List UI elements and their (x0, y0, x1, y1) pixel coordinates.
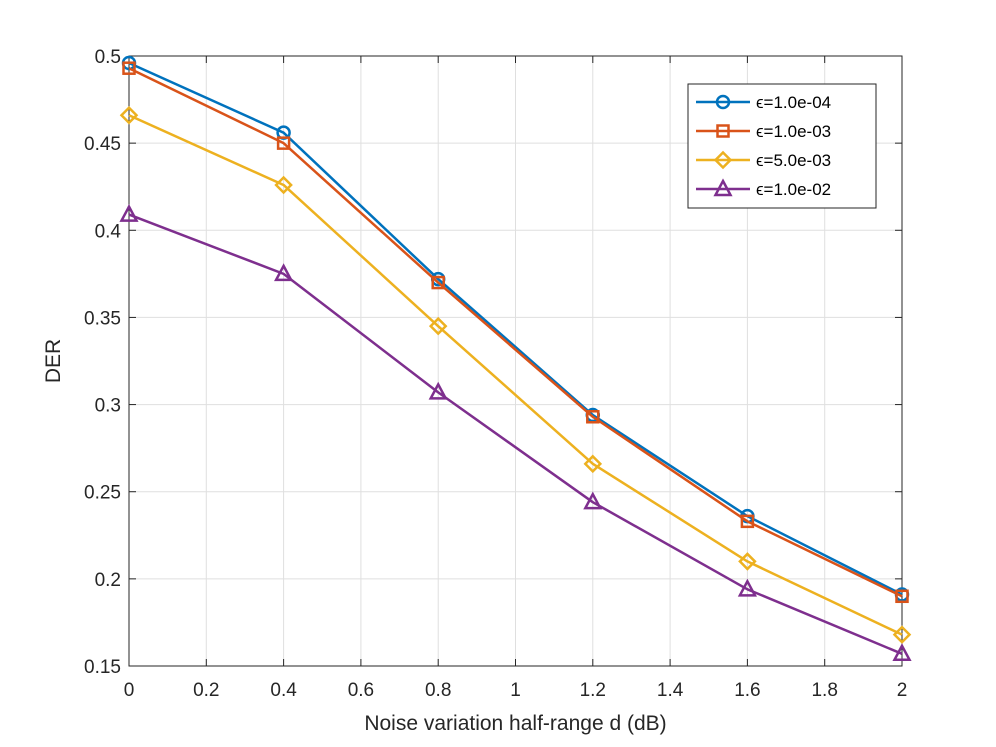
data-point-diamond (583, 454, 603, 474)
legend-marker-diamond (713, 150, 733, 170)
legend-item: ϵ=1.0e-03 (696, 122, 831, 141)
data-point-square (276, 136, 291, 150)
data-point-triangle (119, 203, 139, 222)
data-point-square (122, 61, 136, 75)
data-point-triangle (428, 381, 448, 400)
y-tick-labels: 0.15 0.2 0.25 0.3 0.35 0.4 0.45 0.5 (84, 47, 121, 678)
y-tick-label: 0.3 (95, 396, 121, 417)
series-layer (119, 55, 912, 662)
series-line (128, 213, 903, 655)
data-point-square (895, 589, 909, 604)
data-point-triangle (583, 491, 603, 510)
data-point-diamond (274, 175, 293, 195)
x-tick-labels: 0 0.2 0.4 0.6 0.8 1 1.2 1.4 1.6 1.8 2 (124, 680, 908, 701)
data-point-triangle (274, 263, 294, 282)
legend-item: ϵ=1.0e-02 (696, 178, 831, 199)
data-point-square (431, 275, 445, 290)
x-tick-label: 2 (897, 680, 908, 701)
data-point-square (740, 514, 755, 529)
data-point-diamond (119, 105, 139, 125)
legend-marker-square (716, 124, 730, 138)
x-axis-label: Noise variation half-range d (dB) (364, 712, 666, 735)
x-tick-label: 0.4 (270, 680, 297, 701)
legend: ϵ=1.0e-04 ϵ=1.0e-03 ϵ=5.0e-03 ϵ=1.0e-02 (687, 83, 877, 209)
y-tick-label: 0.2 (95, 570, 121, 591)
series-diamond (119, 105, 912, 644)
series-line (128, 114, 903, 636)
y-tick-label: 0.25 (84, 483, 121, 504)
x-tick-label: 1.2 (580, 680, 606, 701)
legend-label: ϵ=1.0e-04 (756, 93, 831, 112)
data-point-diamond (428, 316, 448, 336)
data-point-square (586, 410, 600, 424)
ticks (128, 55, 903, 667)
series-line (128, 61, 903, 596)
legend-item: ϵ=5.0e-03 (696, 150, 831, 170)
series-line (128, 67, 903, 598)
x-tick-label: 1.4 (657, 680, 684, 701)
x-tick-label: 1 (510, 680, 521, 701)
y-axis-label: DER (42, 339, 65, 383)
y-tick-label: 0.45 (84, 134, 121, 155)
x-tick-label: 1.8 (811, 680, 837, 701)
legend-marker-triangle (713, 178, 733, 197)
legend-label: ϵ=5.0e-03 (756, 151, 831, 170)
legend-label: ϵ=1.0e-02 (756, 180, 831, 199)
x-tick-label: 0.6 (348, 680, 374, 701)
legend-marker-circle (715, 94, 731, 110)
y-tick-label: 0.15 (84, 657, 121, 678)
series-square (122, 61, 909, 604)
y-tick-label: 0.4 (95, 221, 122, 242)
data-point-triangle (737, 578, 757, 597)
data-point-diamond (738, 552, 757, 571)
data-point-triangle (892, 643, 912, 662)
legend-label: ϵ=1.0e-03 (756, 122, 831, 141)
series-triangle (119, 203, 912, 662)
y-tick-label: 0.35 (84, 308, 121, 329)
y-tick-label: 0.5 (95, 47, 121, 68)
data-point-diamond (892, 625, 912, 644)
x-tick-label: 0.8 (425, 680, 451, 701)
x-tick-label: 0 (124, 680, 135, 701)
legend-item: ϵ=1.0e-04 (696, 93, 831, 112)
x-tick-label: 0.2 (193, 680, 219, 701)
x-tick-label: 1.6 (734, 680, 760, 701)
